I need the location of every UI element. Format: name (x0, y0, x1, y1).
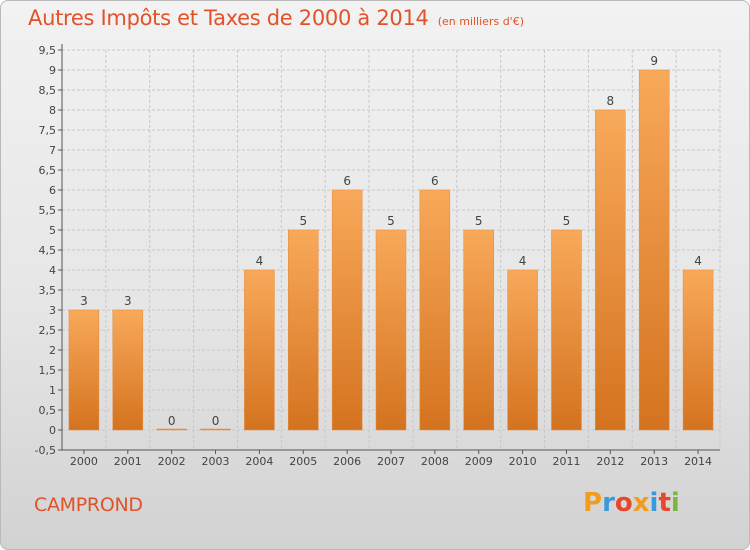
y-tick-label: 2 (49, 344, 56, 357)
data-label: 4 (694, 254, 702, 268)
y-tick-label: 3 (49, 304, 56, 317)
bars (68, 69, 714, 431)
x-tick-label: 2006 (333, 455, 361, 468)
bar (507, 269, 538, 431)
bar (200, 428, 231, 431)
logo-letter: P (583, 488, 603, 518)
x-tick-label: 2001 (114, 455, 142, 468)
y-tick-label: 5,5 (39, 204, 57, 217)
x-tick-label: 2013 (640, 455, 668, 468)
bar (331, 189, 363, 431)
x-tick-label: 2005 (289, 455, 317, 468)
logo-letter: i (649, 488, 659, 518)
title-block: Autres Impôts et Taxes de 2000 à 2014 (e… (28, 6, 524, 30)
x-tick-label: 2004 (245, 455, 273, 468)
y-tick-label: 1 (49, 384, 56, 397)
x-tick-label: 2009 (465, 455, 493, 468)
chart-title: Autres Impôts et Taxes de 2000 à 2014 (28, 6, 429, 30)
y-tick-label: -0,5 (35, 444, 56, 457)
y-tick-label: 0 (49, 424, 56, 437)
logo-letter: i (670, 488, 680, 518)
y-tick-label: 7,5 (39, 124, 57, 137)
y-tick-label: 9 (49, 64, 56, 77)
bar (419, 189, 451, 431)
y-tick-label: 6,5 (39, 164, 57, 177)
bar (68, 309, 100, 431)
data-label: 5 (475, 214, 483, 228)
data-label: 3 (80, 294, 88, 308)
logo-letter: x (632, 488, 650, 518)
y-tick-label: 0,5 (39, 404, 57, 417)
y-tick-label: 6 (49, 184, 56, 197)
proxiti-logo[interactable]: Proxiti (583, 488, 680, 518)
bar (112, 309, 144, 431)
data-label: 0 (168, 414, 176, 428)
y-tick-label: 4 (49, 264, 56, 277)
x-tick-label: 2011 (552, 455, 580, 468)
x-tick-label: 2002 (158, 455, 186, 468)
y-tick-label: 8,5 (39, 84, 57, 97)
bar (682, 269, 714, 431)
logo-letter: r (602, 488, 615, 518)
data-label: 6 (343, 174, 351, 188)
logo-letter: t (658, 488, 671, 518)
y-tick-label: 1,5 (39, 364, 57, 377)
labels: 3 2000 3 2001 0 2002 0 2003 4 2004 5 2005 6 2006 5 2007… (70, 54, 712, 468)
data-label: 9 (650, 54, 658, 68)
y-tick-label: 2,5 (39, 324, 57, 337)
y-tick-label: 7 (49, 144, 56, 157)
data-label: 6 (431, 174, 439, 188)
x-tick-label: 2003 (202, 455, 230, 468)
logo-letter: o (614, 488, 633, 518)
bar (638, 69, 670, 431)
x-tick-label: 2014 (684, 455, 712, 468)
y-tick-label: 8 (49, 104, 56, 117)
data-label: 4 (519, 254, 527, 268)
bar (244, 269, 275, 431)
x-tick-label: 2007 (377, 455, 405, 468)
x-tick-label: 2000 (70, 455, 98, 468)
bar (595, 109, 626, 431)
x-tick-label: 2010 (509, 455, 537, 468)
axes: -0,5 0 0,5 1 1,5 2 2,5 3 3,5 4 4,5 5 5,5 6 6,5 7 7,5 8 8,5… (35, 44, 720, 457)
data-label: 5 (563, 214, 571, 228)
bar (375, 229, 407, 431)
x-tick-label: 2008 (421, 455, 449, 468)
bar (156, 428, 187, 431)
y-tick-label: 3,5 (39, 284, 57, 297)
y-tick-label: 9,5 (39, 44, 57, 57)
bar (288, 229, 319, 431)
bar (551, 229, 582, 431)
x-tick-label: 2012 (596, 455, 624, 468)
data-label: 5 (387, 214, 395, 228)
data-label: 8 (607, 94, 615, 108)
data-label: 0 (212, 414, 220, 428)
grid-lines (61, 49, 721, 451)
commune-name: CAMPROND (34, 494, 143, 516)
chart-subtitle: (en milliers d'€) (437, 15, 524, 28)
y-tick-label: 5 (49, 224, 56, 237)
bar (463, 229, 494, 431)
data-label: 4 (256, 254, 264, 268)
data-label: 3 (124, 294, 132, 308)
data-label: 5 (299, 214, 307, 228)
y-tick-label: 4,5 (39, 244, 57, 257)
